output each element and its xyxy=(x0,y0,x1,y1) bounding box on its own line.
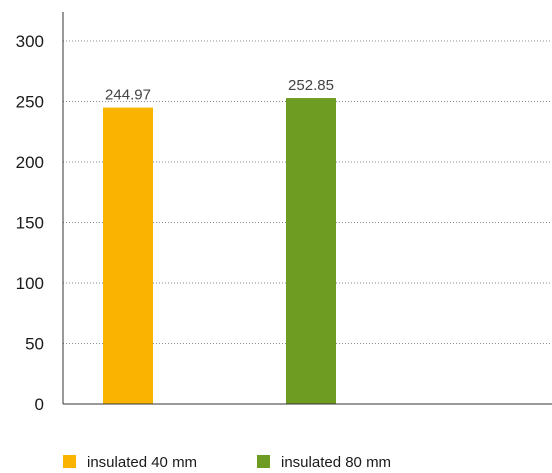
legend-swatch-1 xyxy=(63,455,76,468)
y-tick-label-200: 200 xyxy=(16,153,44,172)
y-tick-label-0: 0 xyxy=(35,395,44,414)
legend: insulated 40 mm insulated 80 mm xyxy=(63,454,391,471)
y-tick-label-50: 50 xyxy=(25,335,44,354)
bar-2 xyxy=(286,98,336,404)
bar-1 xyxy=(103,107,153,404)
y-tick-label-300: 300 xyxy=(16,32,44,51)
y-tick-label-100: 100 xyxy=(16,274,44,293)
legend-label-2: insulated 80 mm xyxy=(281,454,391,471)
data-label-2: 252.85 xyxy=(288,77,334,94)
data-label-1: 244.97 xyxy=(105,87,151,104)
y-axis-ticks: 0 50 100 150 200 250 300 xyxy=(16,32,44,414)
legend-label-1: insulated 40 mm xyxy=(87,454,197,471)
y-tick-label-150: 150 xyxy=(16,214,44,233)
y-tick-label-250: 250 xyxy=(16,93,44,112)
bars xyxy=(103,98,336,404)
data-labels: 244.97 252.85 xyxy=(105,77,334,104)
legend-swatch-2 xyxy=(257,455,270,468)
